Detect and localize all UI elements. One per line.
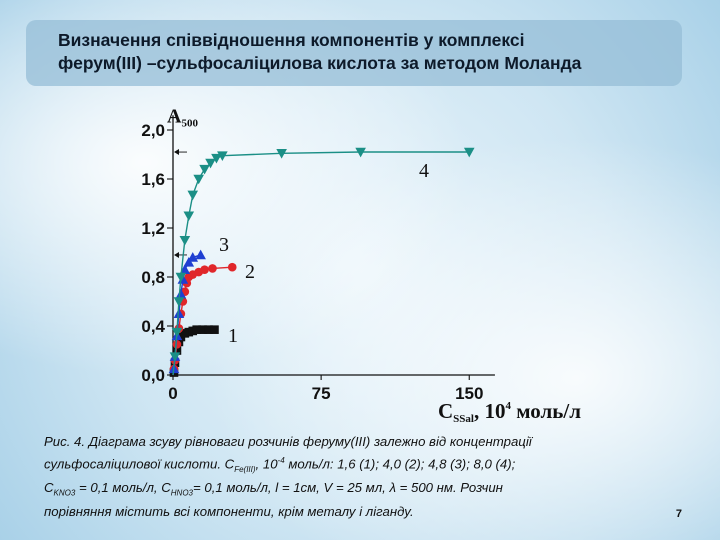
series-4-point	[171, 327, 183, 338]
chart-labels: A500 CSSal, 104 моль/л 1 23 4	[167, 106, 581, 425]
series-4-line	[172, 151, 470, 376]
caption-line-2: сульфосаліцилової кислоти. CFe(III), 10-…	[44, 452, 694, 480]
caption-line-2-b: , 10	[255, 455, 278, 471]
series-4-point	[175, 272, 187, 283]
series-4-point	[463, 147, 475, 158]
series-4-point	[193, 174, 204, 185]
page-number: 7	[675, 508, 682, 520]
x-axis-label: CSSal, 104 моль/л	[438, 399, 581, 425]
plateau-4-arrow-head	[174, 149, 179, 156]
caption-line-3-b: = 0,1 моль/л, C	[75, 480, 171, 496]
series-1-point	[198, 325, 207, 334]
series-4-point	[179, 235, 191, 246]
series-2-point	[172, 340, 182, 349]
series-4-point	[276, 148, 287, 159]
plateau-3-arrow-head	[174, 251, 179, 258]
series-2-point	[200, 265, 209, 274]
series-label-1: 1	[228, 325, 238, 347]
series-1-point	[210, 325, 219, 334]
series-3-point	[179, 264, 191, 274]
series-label-4: 4	[419, 160, 429, 182]
series-4-point	[205, 158, 216, 169]
series-4-point	[199, 164, 210, 175]
chart-ticks: 0,0 0,4 0,8 1,2 1,6 2,0 0 75 150	[141, 121, 483, 403]
x-tick-label: 75	[312, 384, 331, 403]
x-tick-label: 150	[455, 384, 483, 403]
series-3-point	[183, 257, 195, 267]
series-2-point	[227, 262, 237, 272]
caption-line-2-a: сульфосаліцилової кислоти. C	[44, 455, 235, 471]
series-4-point	[211, 153, 222, 164]
y-tick-label: 0,8	[141, 268, 165, 287]
caption-line-1: Рис. 4. Діаграма зсуву рівноваги розчині…	[44, 434, 532, 449]
caption-line-3-a: C	[44, 480, 54, 496]
series-3-point	[173, 308, 185, 319]
caption-line-3-c: = 0,1 моль/л, l = 1см, V = 25 мл, λ = 50…	[193, 480, 503, 496]
y-tick-label: 2,0	[141, 121, 165, 140]
y-tick-label: 1,6	[141, 170, 165, 189]
series-label-3: 3	[219, 234, 229, 256]
series-label-2: 2	[245, 261, 255, 283]
caption-line-3-sub1: KNO3	[53, 488, 76, 498]
figure-caption: Рис. 4. Діаграма зсуву рівноваги розчині…	[44, 433, 694, 522]
caption-line-3: CKNO3 = 0,1 моль/л, CHNO3= 0,1 моль/л, l…	[44, 479, 694, 503]
series-1-point	[192, 325, 201, 334]
caption-line-2-sup: -4	[277, 455, 285, 465]
y-tick-label: 0,4	[141, 317, 165, 336]
series-4-point	[173, 297, 185, 307]
series-3-point	[195, 249, 206, 260]
slide-title-line-2: ферум(III) –сульфосаліцилова кислота за …	[58, 53, 582, 73]
series-3-point	[187, 252, 199, 262]
molar-ratio-chart: 0,0 0,4 0,8 1,2 1,6 2,0 0 75 150 A500 CSSal, 104 …	[141, 106, 581, 425]
slide-title-line-1: Визначення співвідношення компонентів у …	[58, 30, 525, 50]
caption-line-2-c: моль/л: 1,6 (1); 4,0 (2); 4,8 (3); 8,0 (…	[284, 455, 516, 471]
series-1-point	[204, 325, 213, 334]
series-4-point	[217, 151, 228, 162]
caption-line-4: порівняння містить всі компоненти, крім …	[44, 504, 414, 520]
x-tick-label: 0	[168, 384, 177, 403]
chart-series	[168, 147, 475, 377]
series-3-point	[175, 288, 187, 299]
series-2-point	[208, 264, 217, 273]
series-4-point	[187, 190, 199, 201]
y-tick-label: 0,0	[141, 366, 165, 385]
series-4	[169, 147, 475, 376]
series-4-point	[183, 211, 195, 222]
caption-line-2-sub: Fe(III)	[234, 464, 256, 474]
chart-axes	[172, 115, 495, 376]
y-tick-label: 1,2	[141, 219, 165, 238]
series-1-point	[172, 346, 182, 355]
y-axis-label: A500	[167, 106, 198, 130]
series-4-point	[169, 352, 181, 362]
title-banner: Визначення співвідношення компонентів у …	[26, 20, 682, 86]
series-4-point	[355, 147, 366, 158]
caption-line-3-sub2: HNO3	[170, 488, 193, 498]
